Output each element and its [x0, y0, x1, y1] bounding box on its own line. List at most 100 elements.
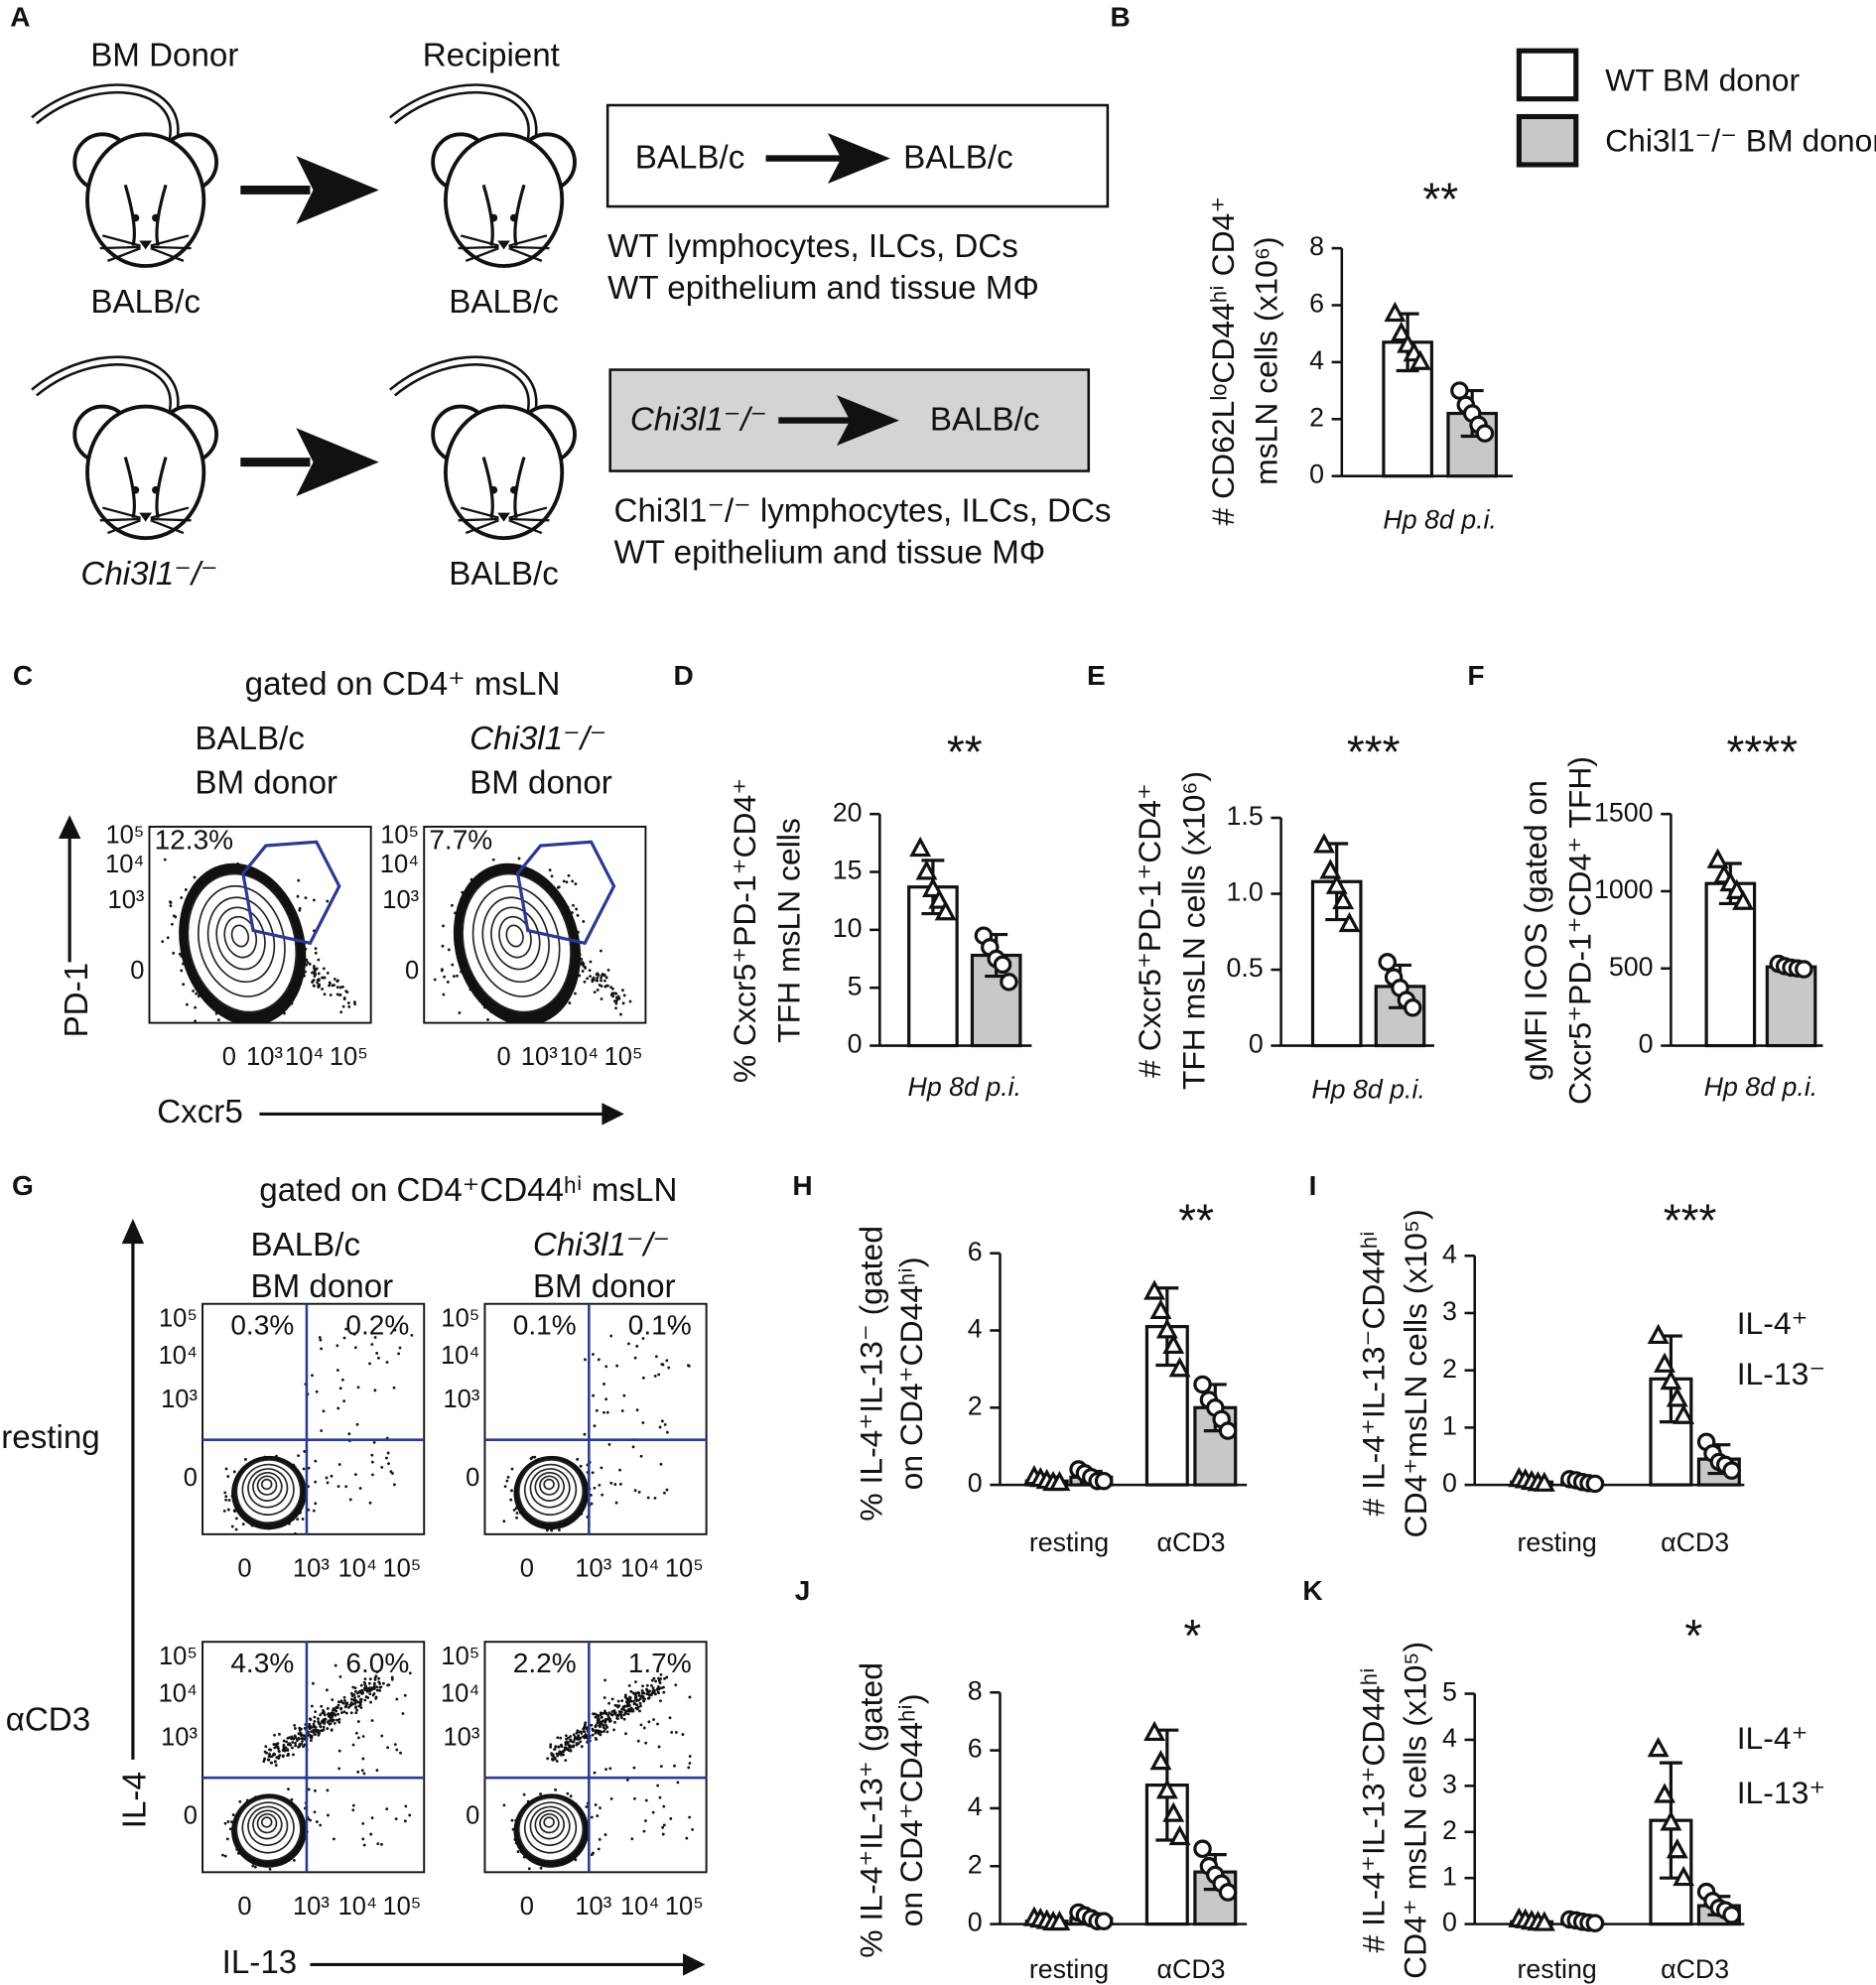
event-dot	[654, 1355, 658, 1359]
event-dot	[644, 1819, 647, 1822]
event-dot	[393, 1743, 397, 1747]
flow-x-tick-label: 0	[496, 1043, 510, 1071]
event-dot	[645, 1683, 649, 1687]
event-dot	[601, 974, 603, 978]
y-tick-label: 15	[833, 856, 863, 885]
event-dot	[645, 1692, 649, 1696]
event-dot	[594, 1715, 598, 1719]
contour	[543, 1478, 555, 1491]
flow-y-tick-label: 10⁴	[159, 1679, 198, 1707]
event-dot	[665, 1675, 669, 1679]
event-dot	[273, 1746, 277, 1750]
y-axis-label: % IL-4⁺IL-13⁺ (gated	[853, 1662, 888, 1958]
event-dot	[317, 972, 321, 976]
event-dot	[539, 1792, 542, 1795]
event-dot	[329, 993, 333, 996]
column-heading: BM donor	[533, 1268, 676, 1305]
event-dot	[579, 1740, 583, 1744]
strain-label: BALB/c	[449, 556, 559, 593]
data-point	[921, 876, 944, 898]
event-dot	[595, 979, 599, 983]
event-dot	[442, 924, 445, 928]
data-point	[993, 955, 1012, 975]
event-dot	[348, 1704, 352, 1707]
event-dot	[582, 920, 586, 923]
event-dot	[652, 1718, 655, 1721]
event-dot	[529, 1457, 533, 1460]
event-dot	[649, 1683, 653, 1687]
event-dot	[387, 1462, 390, 1466]
event-dot	[657, 1745, 661, 1749]
event-dot	[638, 1701, 642, 1705]
flow-plot	[502, 1326, 691, 1532]
event-dot	[599, 1713, 603, 1717]
event-dot	[232, 1470, 236, 1474]
y-tick-label: 2	[968, 1849, 983, 1879]
event-dot	[603, 1721, 607, 1724]
event-dot	[347, 1005, 351, 1008]
event-dot	[555, 1760, 559, 1763]
event-dot	[441, 944, 445, 948]
event-dot	[594, 1803, 598, 1806]
event-dot	[636, 1690, 640, 1694]
contour	[260, 1478, 273, 1491]
event-dot	[356, 1386, 360, 1390]
event-dot	[593, 1771, 597, 1775]
event-dot	[370, 1719, 374, 1722]
event-dot	[522, 1792, 526, 1796]
event-dot	[274, 1764, 278, 1767]
event-dot	[669, 1816, 673, 1820]
event-dot	[363, 1686, 366, 1690]
column-heading: Recipient	[423, 37, 560, 73]
panel-letter: A	[10, 2, 30, 33]
event-dot	[338, 992, 342, 996]
flow-x-tick-label: 10³	[246, 1043, 283, 1071]
side-label: IL-13⁻	[1737, 1356, 1825, 1391]
event-dot	[264, 1745, 268, 1749]
event-dot	[358, 1487, 362, 1490]
column-heading: Chi3l1⁻/⁻	[469, 721, 606, 757]
event-dot	[376, 1842, 380, 1846]
event-dot	[653, 1375, 657, 1378]
event-dot	[307, 1466, 311, 1470]
quadrant-percent: 0.1%	[628, 1309, 692, 1340]
event-dot	[273, 1733, 276, 1737]
event-dot	[335, 1705, 338, 1709]
event-dot	[665, 1488, 669, 1492]
event-dot	[598, 1724, 602, 1728]
event-dot	[659, 1462, 663, 1466]
legend-label: WT BM donor	[1605, 62, 1800, 97]
flow-x-tick-label: 10⁵	[604, 1043, 643, 1071]
panel-letter: J	[795, 1575, 811, 1606]
event-dot	[661, 1825, 665, 1829]
event-dot	[558, 1528, 561, 1531]
event-dot	[665, 1359, 669, 1363]
flow-x-tick-label: 10³	[293, 1893, 330, 1920]
event-dot	[228, 1827, 232, 1831]
event-dot	[596, 1718, 600, 1722]
event-dot	[614, 1006, 617, 1010]
event-dot	[634, 1697, 637, 1701]
event-dot	[583, 1724, 587, 1728]
event-dot	[621, 1001, 625, 1005]
event-dot	[166, 936, 170, 940]
event-dot	[169, 904, 173, 908]
column-heading: Chi3l1⁻/⁻	[533, 1227, 670, 1263]
event-dot	[296, 1737, 300, 1741]
event-dot	[592, 1393, 596, 1397]
event-dot	[599, 949, 603, 953]
flow-y-tick-label: 10³	[161, 1386, 198, 1413]
event-dot	[687, 1364, 691, 1368]
event-dot	[326, 1788, 330, 1792]
event-dot	[314, 1710, 318, 1714]
event-dot	[378, 1681, 381, 1685]
event-dot	[342, 1699, 346, 1702]
event-dot	[172, 951, 176, 955]
event-dot	[667, 1366, 671, 1370]
event-dot	[367, 1681, 371, 1685]
event-dot	[618, 1468, 621, 1472]
plot-frame	[483, 1641, 708, 1874]
event-dot	[616, 1717, 619, 1721]
event-dot	[550, 874, 554, 878]
event-dot	[447, 948, 451, 952]
